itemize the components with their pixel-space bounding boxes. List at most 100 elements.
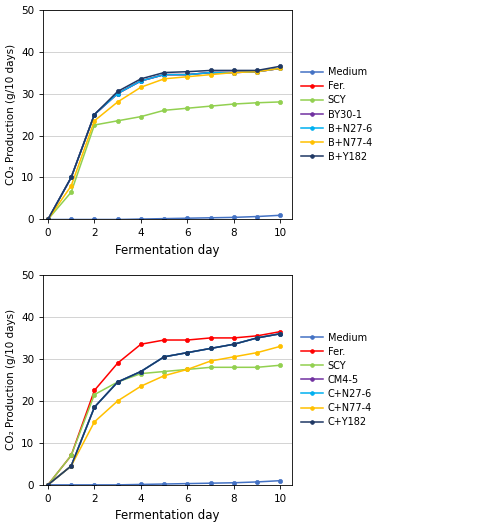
- B+Y182: [161, 69, 167, 76]
- B+Y182: [184, 69, 190, 75]
- C+N27-6: [278, 331, 284, 337]
- Line: C+N27-6: C+N27-6: [46, 332, 283, 487]
- B+Y182: [91, 111, 97, 118]
- B+N77-4: [161, 76, 167, 82]
- Medium: [68, 482, 74, 488]
- Medium: [115, 482, 121, 488]
- C+N27-6: [231, 341, 237, 347]
- Fer.: [254, 333, 260, 339]
- Fer.: [278, 65, 284, 71]
- BY30-1: [45, 216, 51, 223]
- SCY: [254, 100, 260, 106]
- SCY: [115, 118, 121, 124]
- Medium: [45, 482, 51, 488]
- SCY: [91, 391, 97, 398]
- Fer.: [45, 216, 51, 223]
- B+Y182: [68, 174, 74, 181]
- C+N77-4: [138, 383, 144, 389]
- SCY: [138, 371, 144, 377]
- Line: C+Y182: C+Y182: [46, 332, 283, 487]
- Fer.: [278, 328, 284, 335]
- B+N27-6: [254, 69, 260, 75]
- B+N27-6: [208, 69, 214, 76]
- Medium: [91, 216, 97, 223]
- BY30-1: [208, 69, 214, 76]
- BY30-1: [91, 111, 97, 118]
- Medium: [68, 216, 74, 223]
- Fer.: [161, 337, 167, 343]
- SCY: [278, 99, 284, 105]
- Y-axis label: CO₂ Production (g/10 days): CO₂ Production (g/10 days): [5, 44, 16, 185]
- Line: Medium: Medium: [46, 213, 283, 222]
- SCY: [254, 364, 260, 371]
- Fer.: [68, 452, 74, 459]
- C+N77-4: [254, 350, 260, 356]
- B+Y182: [115, 88, 121, 95]
- B+Y182: [45, 216, 51, 223]
- C+Y182: [68, 463, 74, 469]
- BY30-1: [231, 69, 237, 76]
- CM4-5: [208, 345, 214, 352]
- Fer.: [254, 69, 260, 75]
- Medium: [278, 212, 284, 219]
- Fer.: [115, 90, 121, 97]
- C+N77-4: [184, 366, 190, 373]
- SCY: [208, 103, 214, 109]
- Fer.: [208, 69, 214, 76]
- BY30-1: [115, 90, 121, 97]
- Line: Medium: Medium: [46, 478, 283, 487]
- Medium: [45, 216, 51, 223]
- SCY: [231, 101, 237, 107]
- Line: Fer.: Fer.: [46, 329, 283, 487]
- Medium: [138, 482, 144, 488]
- X-axis label: Fermentation day: Fermentation day: [115, 244, 220, 257]
- B+Y182: [231, 67, 237, 73]
- Line: SCY: SCY: [46, 363, 283, 487]
- C+Y182: [231, 341, 237, 347]
- Medium: [115, 216, 121, 223]
- B+N77-4: [278, 65, 284, 71]
- CM4-5: [45, 482, 51, 488]
- Medium: [91, 482, 97, 488]
- B+N77-4: [208, 71, 214, 78]
- C+N77-4: [68, 463, 74, 469]
- SCY: [208, 364, 214, 371]
- Fer.: [68, 174, 74, 181]
- C+Y182: [208, 345, 214, 352]
- SCY: [138, 114, 144, 120]
- C+Y182: [138, 369, 144, 375]
- CM4-5: [91, 404, 97, 410]
- C+Y182: [91, 404, 97, 410]
- Line: Fer.: Fer.: [46, 66, 283, 222]
- Medium: [254, 479, 260, 485]
- SCY: [68, 189, 74, 195]
- Fer.: [231, 335, 237, 341]
- Fer.: [91, 387, 97, 393]
- Medium: [208, 214, 214, 221]
- Fer.: [184, 337, 190, 343]
- C+N77-4: [278, 343, 284, 350]
- C+N27-6: [254, 335, 260, 341]
- C+N27-6: [161, 354, 167, 360]
- SCY: [161, 369, 167, 375]
- Medium: [161, 215, 167, 222]
- C+Y182: [45, 482, 51, 488]
- C+N77-4: [231, 354, 237, 360]
- SCY: [184, 105, 190, 111]
- BY30-1: [68, 174, 74, 181]
- SCY: [278, 362, 284, 369]
- C+Y182: [278, 331, 284, 337]
- Line: BY30-1: BY30-1: [46, 66, 283, 222]
- Medium: [231, 214, 237, 221]
- Fer.: [208, 335, 214, 341]
- BY30-1: [254, 69, 260, 75]
- Medium: [161, 481, 167, 487]
- C+N77-4: [115, 398, 121, 404]
- SCY: [115, 379, 121, 385]
- B+N77-4: [68, 183, 74, 189]
- SCY: [231, 364, 237, 371]
- B+N77-4: [91, 118, 97, 124]
- Legend: Medium, Fer., SCY, CM4-5, C+N27-6, C+N77-4, C+Y182: Medium, Fer., SCY, CM4-5, C+N27-6, C+N77…: [300, 331, 374, 429]
- CM4-5: [68, 463, 74, 469]
- Line: SCY: SCY: [46, 100, 283, 222]
